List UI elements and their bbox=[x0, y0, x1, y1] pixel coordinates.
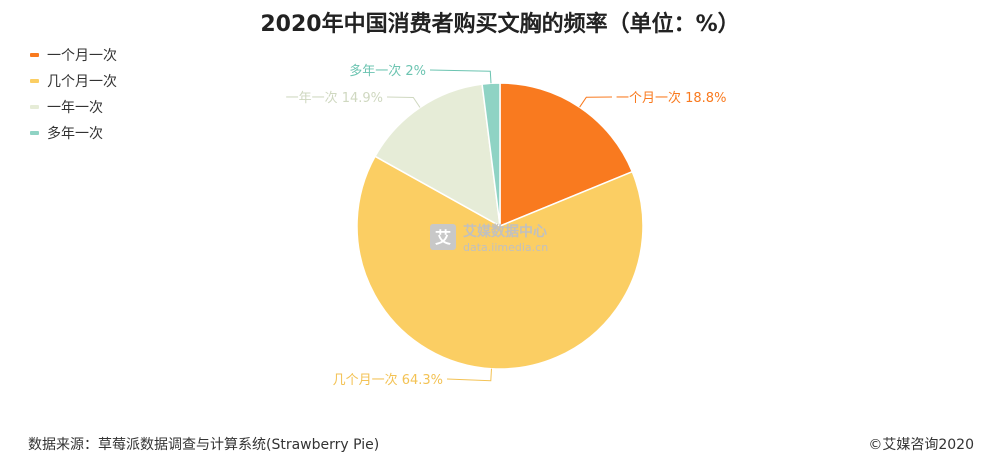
watermark-logo-char: 艾 bbox=[435, 228, 451, 247]
copyright: ©艾媒咨询2020 bbox=[868, 437, 974, 453]
pie-chart: 一个月一次 18.8%几个月一次 64.3%一年一次 14.9%多年一次 2% … bbox=[286, 63, 727, 388]
legend-swatch-yearly bbox=[30, 105, 39, 109]
legend-item-yearly: 一年一次 bbox=[30, 94, 117, 120]
chart-title: 2020年中国消费者购买文胸的频率（单位：%） bbox=[260, 12, 740, 37]
pie-slices bbox=[356, 82, 644, 370]
legend-swatch-multi-year bbox=[30, 131, 39, 135]
legend-label-monthly: 一个月一次 bbox=[47, 48, 117, 64]
legend-label-multi-year: 多年一次 bbox=[47, 126, 103, 142]
legend-label-yearly: 一年一次 bbox=[47, 100, 103, 116]
pie-slice-monthly bbox=[499, 82, 634, 228]
legend: 一个月一次 几个月一次 一年一次 多年一次 bbox=[30, 42, 117, 146]
label-leader-lines bbox=[386, 69, 613, 382]
legend-label-few-months: 几个月一次 bbox=[47, 74, 117, 90]
legend-item-monthly: 一个月一次 bbox=[30, 42, 117, 68]
data-source: 数据来源：草莓派数据调查与计算系统(Strawberry Pie) bbox=[28, 437, 380, 453]
leader-line-few-months bbox=[446, 368, 492, 382]
watermark-name: 艾媒数据中心 bbox=[463, 223, 547, 240]
leader-line-yearly bbox=[386, 96, 421, 108]
data-label-yearly: 一年一次 14.9% bbox=[286, 90, 383, 106]
data-label-few-months: 几个月一次 64.3% bbox=[333, 372, 443, 388]
data-label-multi-year: 多年一次 2% bbox=[349, 63, 426, 79]
leader-line-multi-year bbox=[429, 69, 492, 84]
legend-item-multi-year: 多年一次 bbox=[30, 120, 117, 146]
watermark-url: data.iimedia.cn bbox=[463, 241, 548, 254]
legend-swatch-monthly bbox=[30, 53, 39, 57]
legend-item-few-months: 几个月一次 bbox=[30, 68, 117, 94]
legend-swatch-few-months bbox=[30, 79, 39, 83]
leader-line-monthly bbox=[579, 96, 613, 108]
data-label-monthly: 一个月一次 18.8% bbox=[616, 90, 726, 106]
data-labels: 一个月一次 18.8% 几个月一次 64.3% 一年一次 14.9% 多年一次 2% bbox=[286, 63, 727, 388]
watermark: 艾 艾媒数据中心 data.iimedia.cn bbox=[430, 223, 548, 254]
watermark-logo-icon bbox=[430, 224, 456, 250]
